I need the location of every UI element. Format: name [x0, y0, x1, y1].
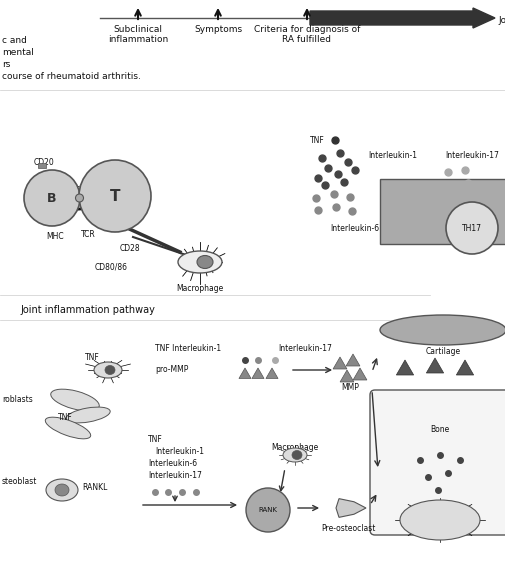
Ellipse shape	[379, 315, 505, 345]
Text: B: B	[47, 192, 57, 204]
Text: CD80/86: CD80/86	[95, 262, 128, 272]
Ellipse shape	[291, 451, 301, 460]
Text: CD28: CD28	[120, 243, 140, 253]
Polygon shape	[379, 179, 505, 244]
Text: Macrophage: Macrophage	[176, 284, 223, 293]
Ellipse shape	[46, 479, 78, 501]
Ellipse shape	[66, 407, 110, 423]
FancyBboxPatch shape	[369, 390, 505, 535]
Text: Interleukin-1: Interleukin-1	[367, 150, 416, 160]
Text: CD40L: CD40L	[81, 184, 106, 192]
Circle shape	[245, 488, 289, 532]
Text: TH17: TH17	[461, 223, 481, 232]
Text: TNF: TNF	[310, 135, 324, 145]
Polygon shape	[335, 499, 365, 517]
Ellipse shape	[282, 448, 307, 462]
Text: Joint inflammation pathway: Joint inflammation pathway	[20, 305, 155, 315]
Text: T: T	[110, 188, 120, 204]
Text: Criteria for diagnosis of
RA fulfilled: Criteria for diagnosis of RA fulfilled	[254, 25, 360, 44]
FancyArrow shape	[310, 8, 494, 28]
Circle shape	[24, 170, 80, 226]
Text: MHC: MHC	[46, 231, 64, 241]
Text: CD20: CD20	[34, 157, 55, 166]
Text: Interleukin-17: Interleukin-17	[277, 343, 331, 352]
Text: TNF Interleukin-1: TNF Interleukin-1	[155, 343, 221, 352]
Text: steoblast: steoblast	[2, 478, 37, 487]
Circle shape	[75, 194, 83, 202]
Text: roblasts: roblasts	[2, 395, 33, 405]
Ellipse shape	[45, 417, 90, 439]
Text: c and: c and	[2, 36, 27, 45]
Ellipse shape	[105, 366, 115, 374]
Text: Symptoms: Symptoms	[193, 25, 241, 34]
Ellipse shape	[196, 255, 213, 269]
Text: Interleukin-17: Interleukin-17	[147, 471, 201, 480]
Text: rs: rs	[2, 60, 11, 68]
Text: mental: mental	[2, 48, 34, 56]
Text: TNF: TNF	[85, 352, 100, 362]
Text: Interleukin-6: Interleukin-6	[329, 223, 378, 232]
Ellipse shape	[94, 362, 122, 378]
Text: course of rheumatoid arthritis.: course of rheumatoid arthritis.	[2, 72, 140, 80]
Text: Interleukin-17: Interleukin-17	[444, 150, 498, 160]
Ellipse shape	[50, 389, 99, 411]
Text: Joint destruction: Joint destruction	[497, 15, 505, 25]
Text: MMP: MMP	[340, 383, 358, 393]
Text: Interleukin-6: Interleukin-6	[147, 460, 197, 468]
Text: CD40: CD40	[75, 185, 95, 195]
Text: Pre-osteoclast: Pre-osteoclast	[320, 524, 374, 533]
Text: Interleukin-1: Interleukin-1	[155, 448, 204, 456]
Ellipse shape	[399, 500, 479, 540]
Circle shape	[79, 160, 150, 232]
Text: Cartilage: Cartilage	[425, 347, 460, 356]
Text: Macrophage: Macrophage	[271, 443, 318, 452]
Ellipse shape	[178, 251, 222, 273]
Bar	[38, 163, 46, 168]
Text: Bone: Bone	[430, 425, 449, 435]
Text: RANKL: RANKL	[82, 483, 107, 492]
Text: TNF: TNF	[58, 413, 73, 422]
Text: Subclinical
inflammation: Subclinical inflammation	[108, 25, 168, 44]
Text: TCR: TCR	[81, 230, 95, 239]
Text: TNF: TNF	[147, 436, 163, 444]
Text: pro-MMP: pro-MMP	[155, 366, 188, 374]
Circle shape	[445, 202, 497, 254]
Text: RANK: RANK	[258, 507, 277, 513]
Ellipse shape	[55, 484, 69, 496]
